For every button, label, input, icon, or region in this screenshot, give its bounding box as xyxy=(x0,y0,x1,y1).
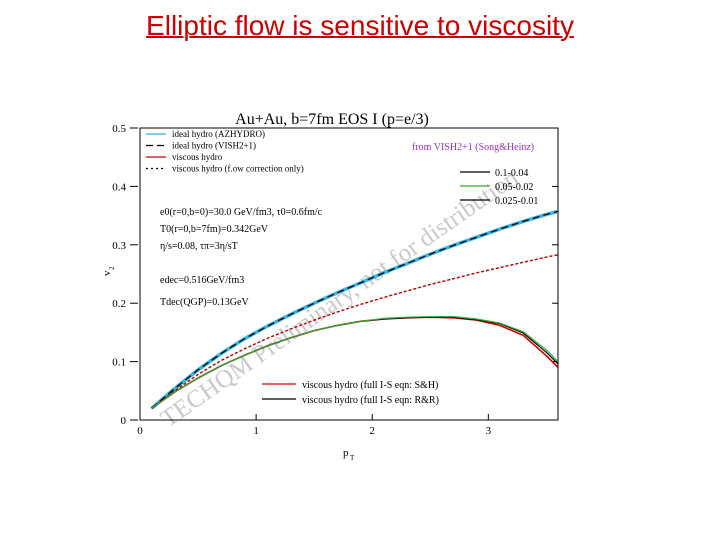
x-axis-label-sub: T xyxy=(350,454,355,462)
legend-label: 0.05-0.02 xyxy=(495,182,533,193)
y-tick-label: 0.5 xyxy=(112,123,126,135)
parameter-text: T0(r=0,b=7fm)=0.342GeV xyxy=(160,224,269,235)
legend-label: 0.1-0.04 xyxy=(495,168,528,179)
y-axis-label: v 2 xyxy=(101,266,116,276)
x-tick-label: 1 xyxy=(253,425,259,437)
parameter-block: e0(r=0,b=0)=30.0 GeV/fm3, τ0=0.6fm/c T0(r… xyxy=(160,207,323,308)
x-axis-label: p T xyxy=(343,447,355,462)
x-tick-label: 3 xyxy=(486,425,492,437)
series-line xyxy=(151,210,558,409)
x-tick-label: 2 xyxy=(369,425,375,437)
x-tick-label: 0 xyxy=(137,425,143,437)
parameter-text: e0(r=0,b=0)=30.0 GeV/fm3, τ0=0.6fm/c xyxy=(160,207,323,218)
legend-label: 0.025-0.01 xyxy=(495,196,538,207)
parameter-text: Tdec(QGP)=0.13GeV xyxy=(160,297,249,308)
y-axis-label-main: v xyxy=(101,270,113,276)
x-axis-label-main: p xyxy=(343,447,349,459)
source-label: from VISH2+1 (Song&Heinz) xyxy=(412,142,534,153)
legend-top-left: ideal hydro (AZHYDRO) ideal hydro (VISH2+… xyxy=(146,129,304,174)
legend-label: ideal hydro (AZHYDRO) xyxy=(172,129,265,139)
parameter-text: edec=0.516GeV/fm3 xyxy=(160,275,244,286)
y-tick-label: 0.2 xyxy=(112,298,126,310)
y-tick-label: 0 xyxy=(121,415,127,427)
axis-ticks: 0 1 2 3 0 0.1 0.2 0.3 0.4 0.5 xyxy=(112,123,558,437)
legend-label: viscous hydro (full I-S eqn: S&H) xyxy=(302,380,438,391)
series-layer xyxy=(150,209,558,410)
legend-label: viscous hydro (f.ow correction only) xyxy=(172,164,304,174)
legend-label: ideal hydro (VISH2+1) xyxy=(172,141,256,151)
chart-title: Au+Au, b=7fm EOS I (p=e/3) xyxy=(235,111,429,128)
slide-title: Elliptic flow is sensitive to viscosity xyxy=(146,10,574,41)
y-tick-label: 0.3 xyxy=(112,240,126,252)
legend-label: viscous hydro (full I-S eqn: R&R) xyxy=(302,395,439,406)
series-line xyxy=(151,316,558,409)
parameter-text: η/s=0.08, τπ=3η/sT xyxy=(160,241,238,252)
plot-frame xyxy=(139,127,559,421)
y-axis-label-sub: 2 xyxy=(108,266,116,270)
legend-bottom: viscous hydro (full I-S eqn: S&H) viscous… xyxy=(262,380,439,406)
legend-label: viscous hydro xyxy=(172,152,223,162)
legend-right: 0.1-0.04 0.05-0.02 0.025-0.01 xyxy=(460,168,538,207)
y-tick-label: 0.4 xyxy=(112,181,126,193)
y-tick-label: 0.1 xyxy=(112,357,126,369)
